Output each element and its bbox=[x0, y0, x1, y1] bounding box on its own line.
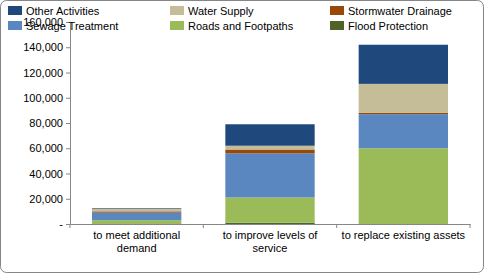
y-tick-label: 100,000 bbox=[23, 92, 63, 104]
x-separator bbox=[70, 224, 71, 228]
legend-swatch bbox=[170, 21, 184, 30]
legend: Other Activities Water Supply Stormwater D… bbox=[8, 5, 452, 32]
y-tick-mark bbox=[66, 148, 70, 149]
chart: - 20,000 40,000 60,000 80,000 100,000 120,000 1… bbox=[0, 0, 484, 273]
bars bbox=[92, 45, 448, 224]
legend-item: Other Activities bbox=[8, 5, 100, 17]
y-tick-label: 40,000 bbox=[29, 168, 63, 180]
x-tick-label: to replace existing assets bbox=[342, 229, 466, 241]
bar-segment bbox=[225, 146, 314, 150]
y-tick: 60,000 bbox=[29, 142, 70, 154]
y-tick: 40,000 bbox=[29, 168, 70, 180]
legend-label: Roads and Footpaths bbox=[188, 20, 294, 32]
bar-segment bbox=[225, 197, 314, 222]
legend-swatch bbox=[170, 6, 184, 15]
bar-segment bbox=[359, 45, 448, 84]
x-tick: to meet additionaldemand bbox=[93, 224, 180, 254]
bar-segment bbox=[92, 211, 181, 212]
x-tick: to replace existing assets bbox=[342, 224, 466, 241]
y-tick-label: 60,000 bbox=[29, 142, 63, 154]
bar-segment bbox=[225, 124, 314, 145]
bar-segment bbox=[92, 209, 181, 212]
y-tick-mark bbox=[66, 224, 70, 225]
legend-label: Flood Protection bbox=[348, 20, 428, 32]
bar-segment bbox=[225, 153, 314, 197]
legend-item: Water Supply bbox=[170, 5, 254, 17]
y-axis-line bbox=[66, 23, 71, 225]
legend-label: Water Supply bbox=[188, 5, 254, 17]
bar-segment bbox=[92, 208, 181, 210]
legend-swatch bbox=[330, 21, 344, 30]
x-separator bbox=[470, 224, 471, 228]
y-axis: - 20,000 40,000 60,000 80,000 100,000 120,000 1… bbox=[23, 16, 70, 230]
legend-item: Sewage Treatment bbox=[8, 20, 118, 32]
y-tick-label: 80,000 bbox=[29, 117, 63, 129]
legend-item: Stormwater Drainage bbox=[330, 5, 452, 17]
y-tick-mark bbox=[66, 73, 70, 74]
bar-segment bbox=[92, 213, 181, 221]
y-tick: - bbox=[59, 218, 70, 230]
legend-label: Stormwater Drainage bbox=[348, 5, 452, 17]
y-tick: 120,000 bbox=[23, 67, 70, 79]
legend-label: Sewage Treatment bbox=[26, 20, 118, 32]
bar-segment bbox=[92, 220, 181, 224]
x-separator bbox=[336, 224, 337, 228]
x-tick-label: to improve levels ofservice bbox=[223, 229, 319, 254]
x-axis: to meet additionaldemand to improve level… bbox=[71, 224, 471, 254]
y-tick-label: - bbox=[59, 218, 63, 230]
chart-border bbox=[1, 1, 484, 273]
bar-segment bbox=[359, 114, 448, 148]
x-tick-label: to meet additionaldemand bbox=[93, 229, 180, 254]
bar-segment bbox=[225, 150, 314, 154]
legend-swatch bbox=[330, 6, 344, 15]
y-tick-mark bbox=[66, 174, 70, 175]
legend-item: Flood Protection bbox=[330, 20, 428, 32]
legend-swatch bbox=[8, 6, 22, 15]
legend-label: Other Activities bbox=[26, 5, 100, 17]
y-tick: 20,000 bbox=[29, 193, 70, 205]
bar-segment bbox=[359, 84, 448, 113]
y-tick-label: 140,000 bbox=[23, 41, 63, 53]
y-tick-mark bbox=[66, 199, 70, 200]
x-tick: to improve levels ofservice bbox=[223, 224, 319, 254]
y-tick-label: 120,000 bbox=[23, 67, 63, 79]
y-tick: 140,000 bbox=[23, 41, 70, 53]
legend-swatch bbox=[8, 21, 22, 30]
y-tick-label: 20,000 bbox=[29, 193, 63, 205]
x-separator bbox=[203, 224, 204, 228]
y-tick: 80,000 bbox=[29, 117, 70, 129]
y-tick-mark bbox=[66, 123, 70, 124]
bar-segment bbox=[359, 148, 448, 224]
x-separators bbox=[70, 224, 470, 228]
y-tick-mark bbox=[66, 98, 70, 99]
bar-segment bbox=[225, 223, 314, 224]
x-axis-line bbox=[71, 224, 471, 225]
y-tick: 100,000 bbox=[23, 92, 70, 104]
y-tick-mark bbox=[66, 47, 70, 48]
legend-item: Roads and Footpaths bbox=[170, 20, 294, 32]
bar-segment bbox=[359, 113, 448, 114]
